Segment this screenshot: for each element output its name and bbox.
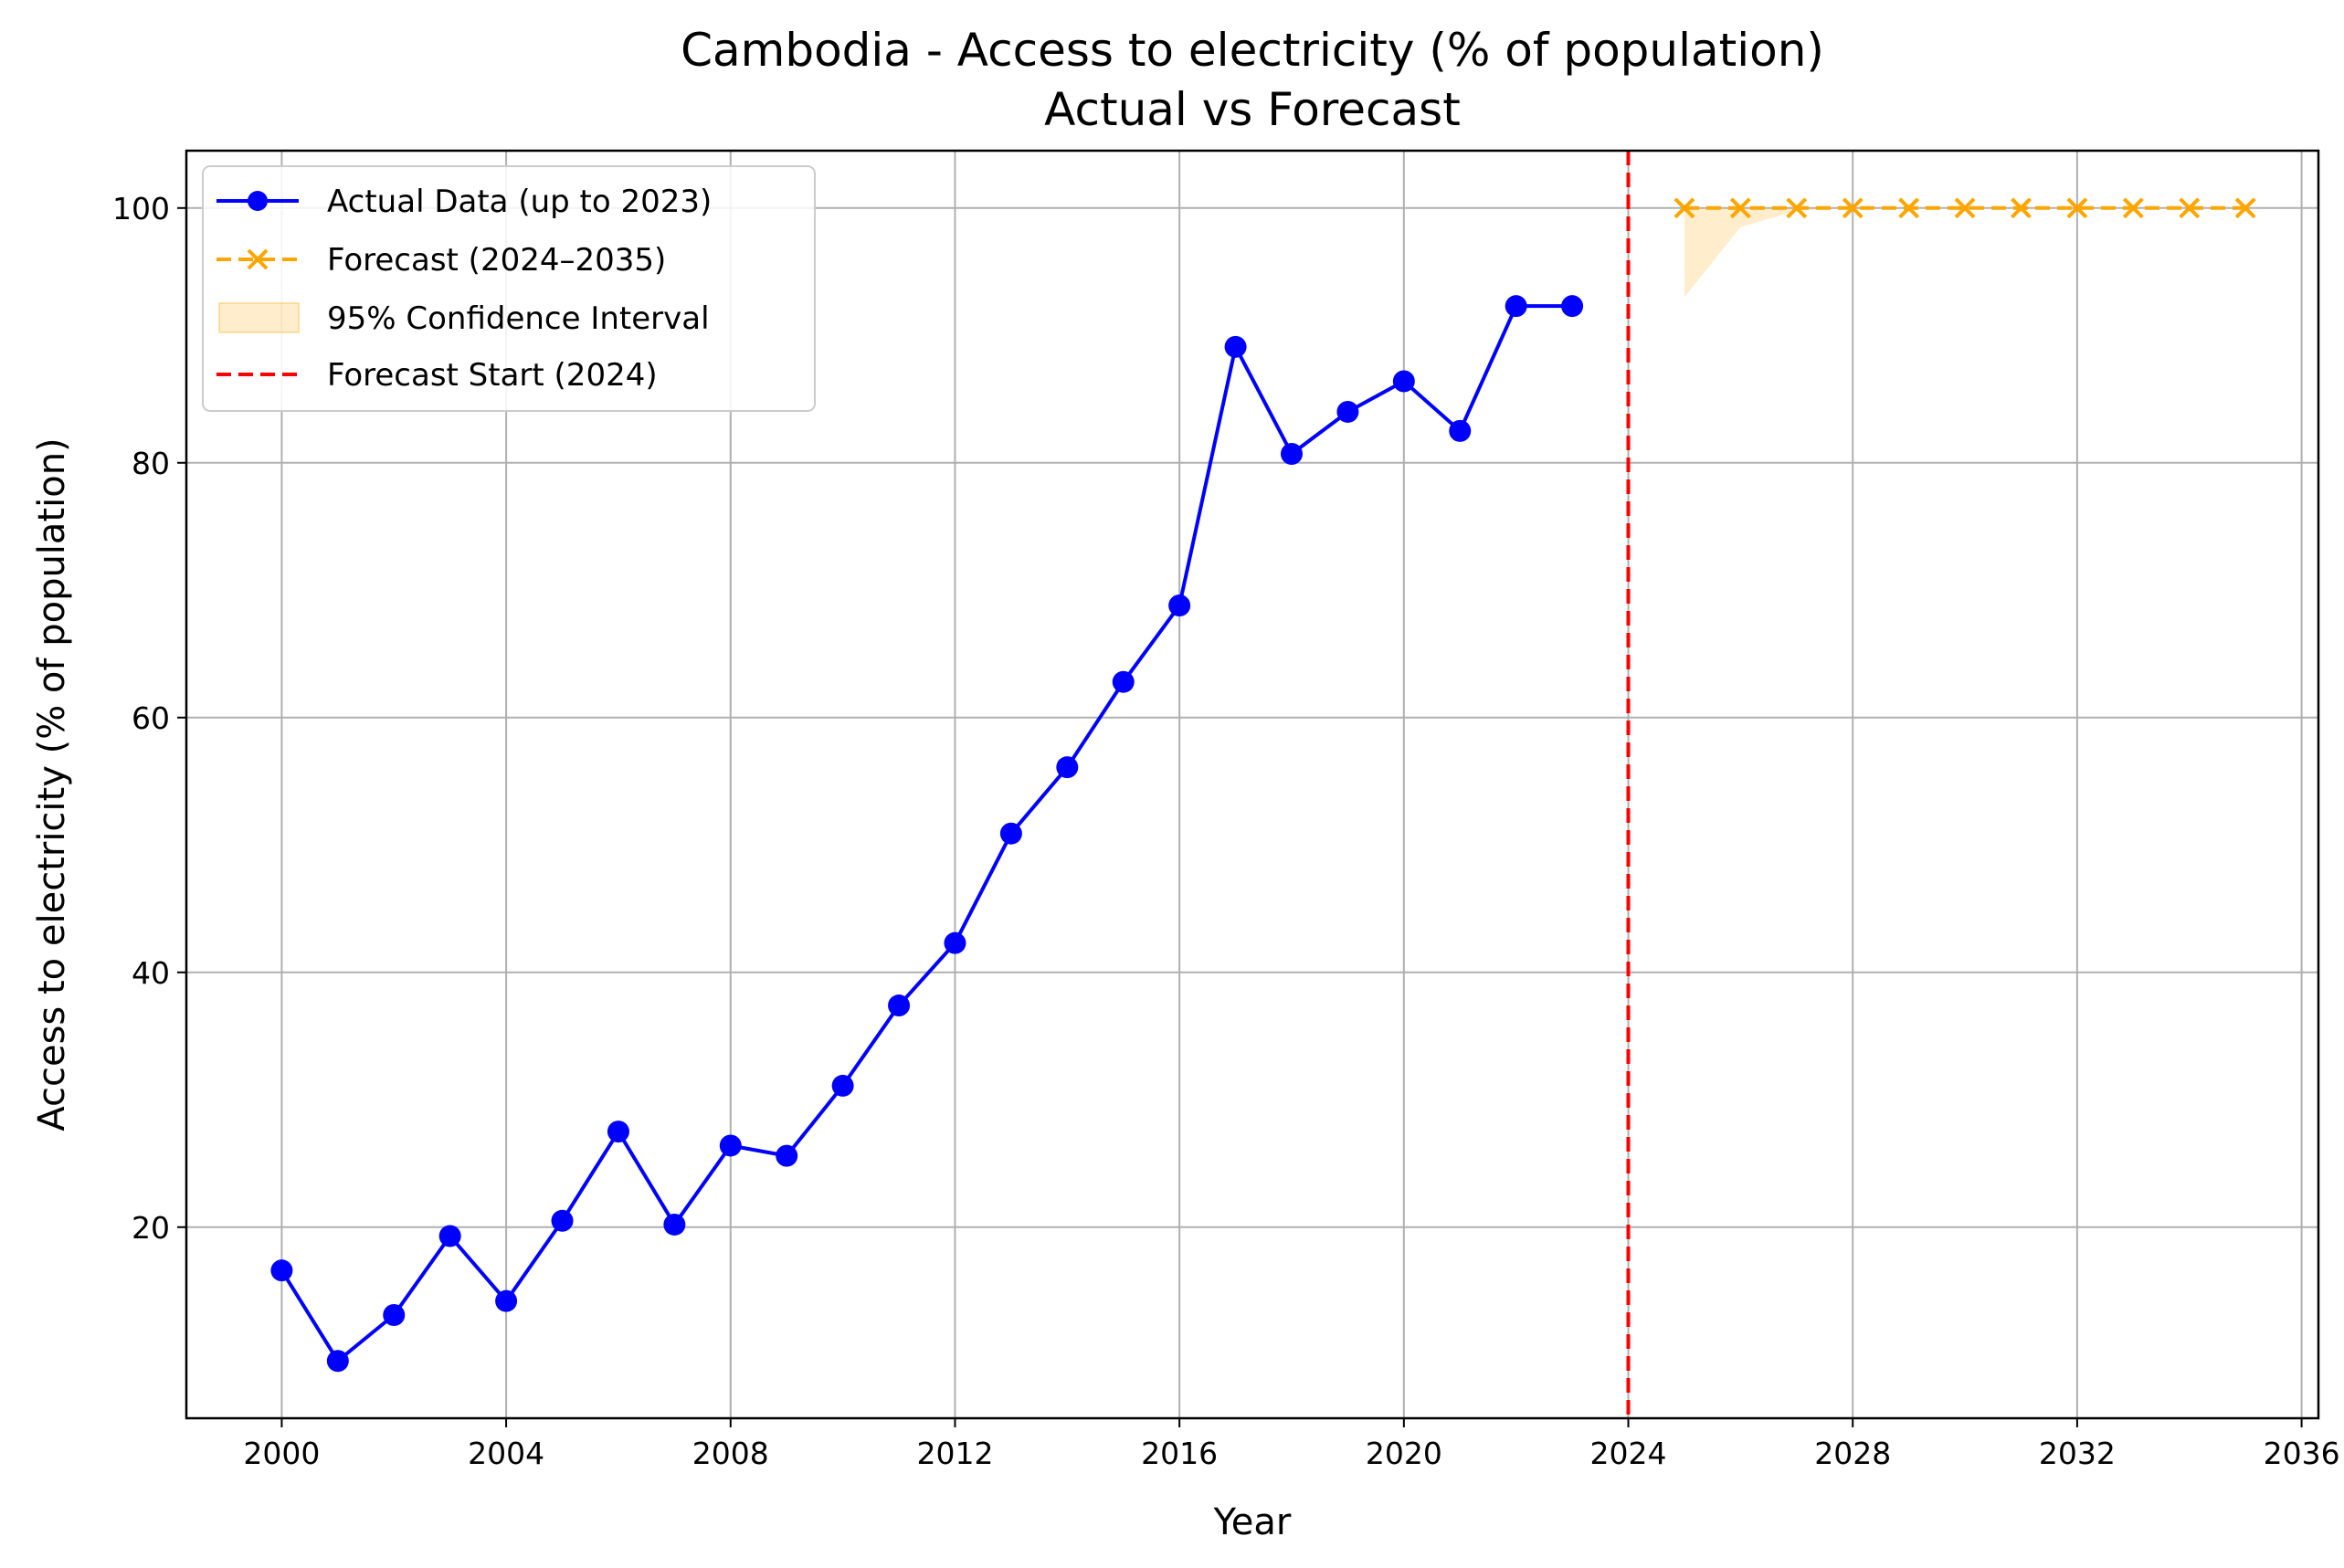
actual-data-point xyxy=(495,1289,518,1312)
forecast-data-point xyxy=(2011,197,2032,219)
x-tick-label: 2016 xyxy=(1141,1436,1218,1471)
actual-data-point xyxy=(551,1209,574,1232)
y-tick-label: 60 xyxy=(132,700,170,736)
legend-actual-marker xyxy=(248,191,268,211)
y-axis-ticks: 20 40 60 80 100 xyxy=(112,191,186,1246)
x-tick-label: 2036 xyxy=(2264,1436,2340,1471)
actual-data-point xyxy=(1449,419,1472,442)
forecast-data-point xyxy=(1898,197,1920,219)
legend-entry-forecast-start: Forecast Start (2024) xyxy=(216,357,658,394)
actual-data-point xyxy=(776,1144,798,1167)
forecast-data-point xyxy=(2066,197,2088,219)
actual-data-point xyxy=(270,1259,293,1282)
y-axis-label: Access to electricity (% of population) xyxy=(31,437,73,1131)
actual-data-point xyxy=(1224,335,1247,358)
legend-entry-actual: Actual Data (up to 2023) xyxy=(216,184,712,220)
actual-data-point xyxy=(326,1350,349,1373)
forecast-data-point xyxy=(1674,197,1695,219)
x-tick-label: 2028 xyxy=(1814,1436,1891,1471)
x-axis-ticks: 2000 2004 2008 2012 2016 2020 2024 2028 2032 2036 xyxy=(243,1418,2340,1471)
x-tick-label: 2032 xyxy=(2039,1436,2116,1471)
forecast-data-point xyxy=(2234,197,2256,219)
actual-data-point xyxy=(1561,295,1584,318)
actual-data-point xyxy=(1505,295,1527,318)
x-tick-label: 2020 xyxy=(1366,1436,1442,1471)
legend-ci-swatch xyxy=(218,302,300,333)
y-tick-label: 40 xyxy=(132,955,170,991)
legend-forecast-start-label: Forecast Start (2024) xyxy=(327,357,658,394)
forecast-data-point xyxy=(1786,197,1808,219)
actual-data-point xyxy=(944,931,966,954)
actual-data-point xyxy=(1112,670,1135,693)
legend-actual-label: Actual Data (up to 2023) xyxy=(327,184,712,220)
actual-data-point xyxy=(1056,756,1079,779)
legend-entry-forecast: Forecast (2024–2035) xyxy=(216,242,666,279)
chart-title: Cambodia - Access to electricity (% of p… xyxy=(681,24,1824,77)
actual-data-point xyxy=(999,822,1022,845)
series-layer xyxy=(270,197,2256,1373)
actual-data-point xyxy=(1280,443,1303,466)
actual-data-point xyxy=(383,1304,406,1327)
actual-data-point xyxy=(831,1074,854,1097)
x-tick-label: 2000 xyxy=(243,1436,320,1471)
forecast-data-point xyxy=(2122,197,2144,219)
confidence-band xyxy=(1684,207,2246,298)
legend-forecast-marker xyxy=(247,248,269,270)
actual-data-point xyxy=(1336,400,1359,423)
legend-entry-ci: 95% Confidence Interval xyxy=(218,300,710,337)
actual-data-point xyxy=(663,1213,686,1236)
actual-data-point xyxy=(607,1121,629,1143)
legend-forecast-label: Forecast (2024–2035) xyxy=(327,242,666,279)
forecast-data-point xyxy=(1842,197,1864,219)
x-tick-label: 2008 xyxy=(692,1436,769,1471)
legend: Actual Data (up to 2023) Forecast (2024–… xyxy=(202,165,816,412)
forecast-data-point xyxy=(1954,197,1976,219)
x-tick-label: 2004 xyxy=(468,1436,544,1471)
forecast-data-point xyxy=(2179,197,2201,219)
actual-data-point xyxy=(438,1225,461,1247)
y-tick-label: 80 xyxy=(132,446,170,481)
x-axis-label: Year xyxy=(1213,1501,1292,1543)
y-tick-label: 20 xyxy=(132,1210,170,1246)
x-tick-label: 2012 xyxy=(916,1436,993,1471)
plot-frame xyxy=(185,149,2320,1420)
actual-data-point xyxy=(1168,595,1191,617)
confidence-interval-band xyxy=(1684,207,2246,298)
x-tick-label: 2024 xyxy=(1590,1436,1667,1471)
legend-box xyxy=(202,165,816,412)
y-tick-label: 100 xyxy=(112,191,170,226)
forecast-data-point xyxy=(1729,197,1751,219)
actual-data-point xyxy=(719,1134,742,1157)
legend-ci-label: 95% Confidence Interval xyxy=(327,300,710,337)
actual-data-point xyxy=(888,994,911,1017)
chart-subtitle: Actual vs Forecast xyxy=(1044,83,1461,136)
actual-data-point xyxy=(1392,370,1415,393)
